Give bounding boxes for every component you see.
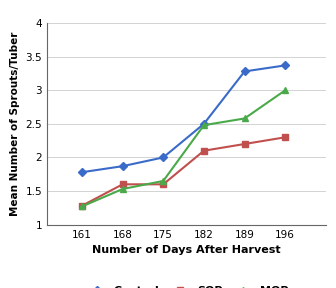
MOP [243, 117, 247, 120]
SOP [243, 142, 247, 146]
MOP [202, 124, 206, 127]
MOP [161, 179, 165, 183]
MOP [283, 88, 287, 92]
Control [283, 64, 287, 67]
Control [80, 170, 84, 174]
Control [161, 156, 165, 159]
Line: SOP: SOP [79, 134, 288, 209]
Y-axis label: Mean Number of Sprouts/Tuber: Mean Number of Sprouts/Tuber [10, 32, 20, 216]
Control [202, 122, 206, 126]
MOP [121, 187, 125, 191]
Control [121, 164, 125, 168]
Line: Control: Control [79, 62, 288, 175]
SOP [121, 183, 125, 186]
Control [243, 70, 247, 73]
SOP [283, 136, 287, 139]
Legend: Control, SOP, MOP: Control, SOP, MOP [80, 281, 293, 288]
SOP [161, 183, 165, 186]
Line: MOP: MOP [78, 87, 289, 210]
X-axis label: Number of Days After Harvest: Number of Days After Harvest [92, 245, 281, 255]
SOP [202, 149, 206, 152]
MOP [80, 205, 84, 208]
SOP [80, 204, 84, 208]
